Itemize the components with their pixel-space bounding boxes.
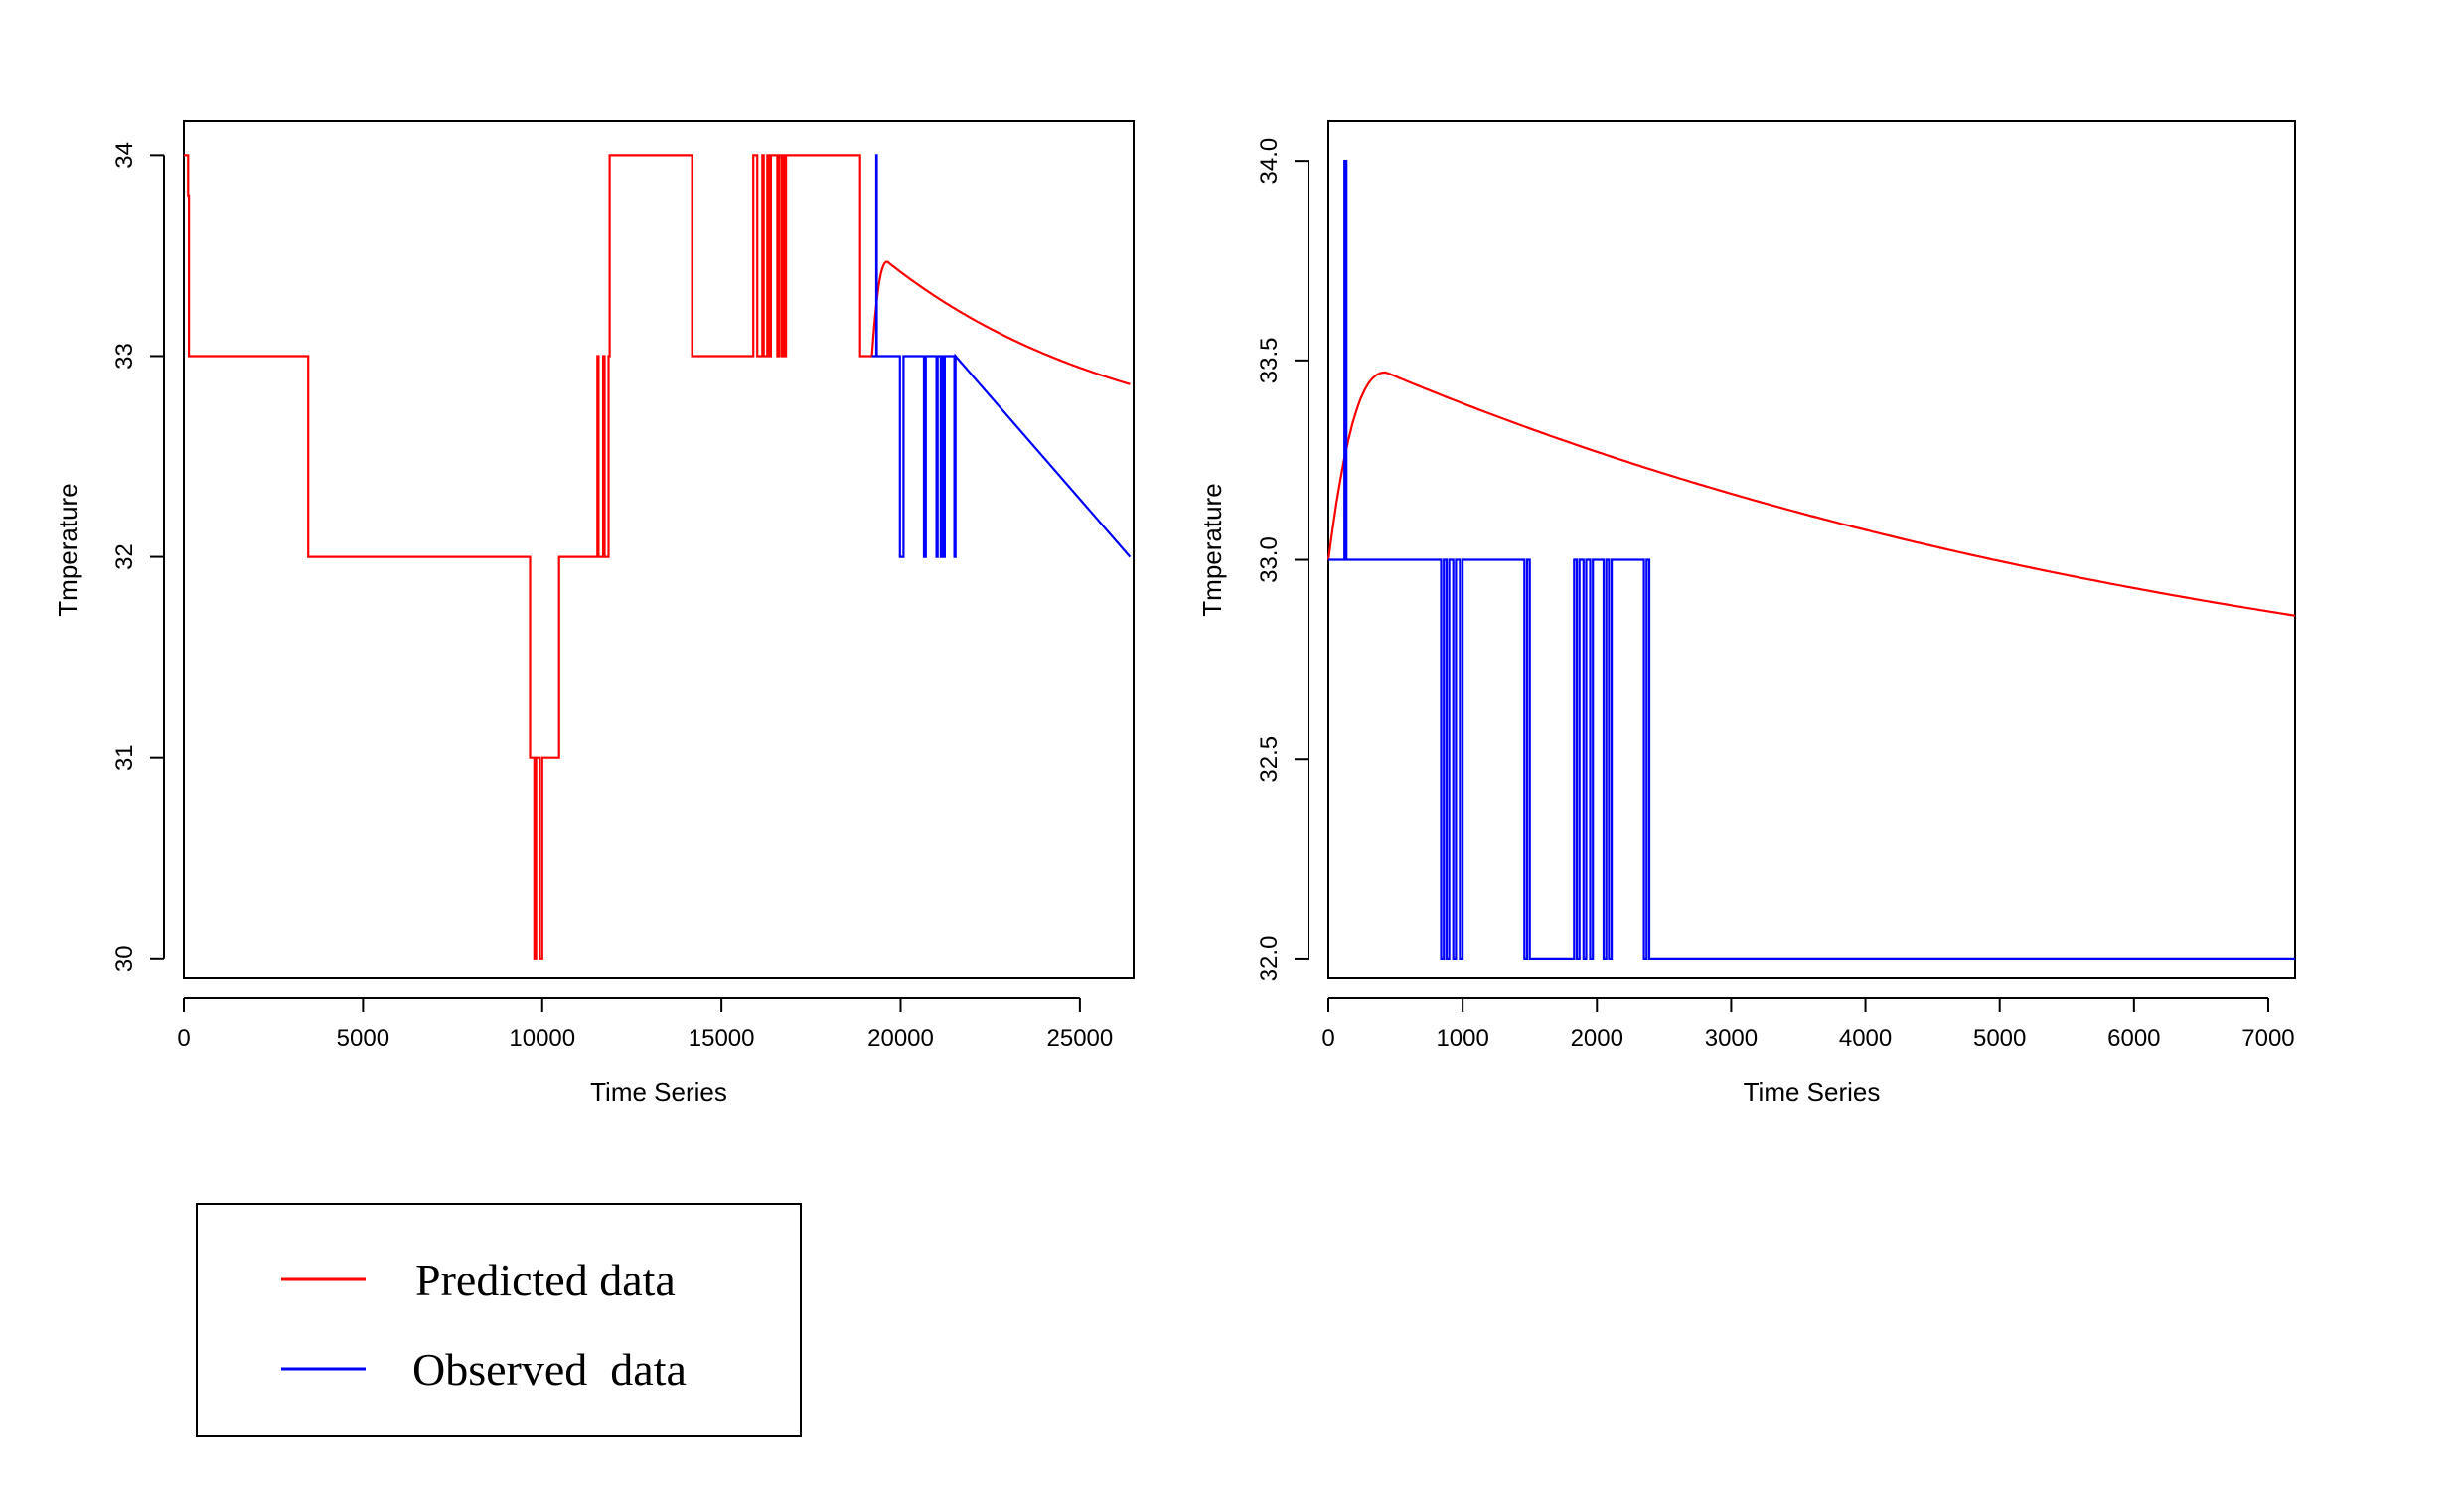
- observed-series-line: [871, 154, 1132, 558]
- y-tick-label: 30: [111, 945, 138, 972]
- y-tick-label: 32.0: [1256, 936, 1283, 982]
- x-tick-label: 4000: [1839, 1025, 1892, 1052]
- y-tick-label: 33.0: [1256, 536, 1283, 583]
- y-tick-label: 34: [111, 142, 138, 169]
- x-tick-label: 5000: [337, 1025, 389, 1052]
- x-tick-label: 1000: [1436, 1025, 1488, 1052]
- legend: Predicted data Observed data: [196, 1203, 802, 1437]
- plot-frame: [1327, 120, 2296, 979]
- plot-frame: [183, 120, 1135, 979]
- y-tick-label: 31: [111, 744, 138, 771]
- right-chart: 0 1000 2000 3000 4000 5000 6000 7000 32.0 32.5 33.…: [1197, 120, 2296, 1107]
- y-axis-title: Tmperature: [1197, 483, 1227, 616]
- x-tick-label: 6000: [2107, 1025, 2160, 1052]
- legend-box: [196, 1203, 802, 1437]
- left-chart: 0 5000 10000 15000 20000 25000 30 31 32 33 34 Time …: [53, 120, 1135, 1107]
- x-tick-label: 0: [177, 1025, 190, 1052]
- x-tick-label: 3000: [1705, 1025, 1758, 1052]
- x-tick-label: 20000: [867, 1025, 934, 1052]
- y-tick-label: 32: [111, 543, 138, 570]
- y-axis-title: Tmperature: [53, 483, 82, 616]
- y-tick-label: 32.5: [1256, 736, 1283, 783]
- predicted-series-line: [184, 154, 872, 960]
- legend-label-predicted: Predicted data: [415, 1255, 676, 1305]
- x-tick-label: 2000: [1571, 1025, 1623, 1052]
- y-tick-label: 33: [111, 343, 138, 370]
- x-tick-label: 10000: [509, 1025, 575, 1052]
- legend-label-observed: Observed data: [412, 1344, 687, 1395]
- x-tick-label: 15000: [689, 1025, 755, 1052]
- x-tick-label: 0: [1321, 1025, 1334, 1052]
- x-tick-label: 25000: [1047, 1025, 1114, 1052]
- predicted-series-line: [1326, 371, 2296, 617]
- y-tick-label: 34.0: [1256, 138, 1283, 185]
- x-tick-label: 5000: [1973, 1025, 2026, 1052]
- x-axis-title: Time Series: [590, 1077, 727, 1107]
- y-tick-label: 33.5: [1256, 337, 1283, 383]
- x-axis-title: Time Series: [1744, 1077, 1881, 1107]
- x-tick-label: 7000: [2241, 1025, 2294, 1052]
- predicted-series-line: [870, 260, 1131, 385]
- observed-series-line: [1328, 160, 2295, 960]
